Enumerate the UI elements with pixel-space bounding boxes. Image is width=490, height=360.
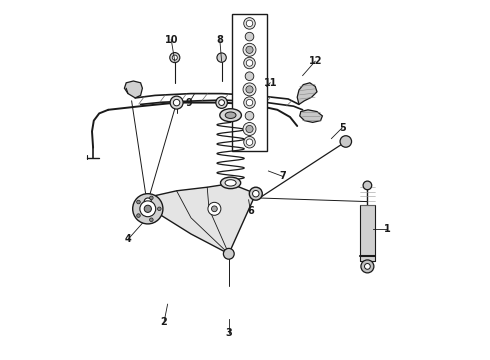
- Text: 8: 8: [217, 35, 223, 45]
- Circle shape: [246, 125, 253, 132]
- Circle shape: [249, 187, 262, 200]
- Circle shape: [363, 181, 372, 190]
- Polygon shape: [300, 110, 322, 122]
- Circle shape: [243, 122, 256, 135]
- Text: 4: 4: [124, 234, 131, 244]
- Circle shape: [149, 218, 153, 221]
- Ellipse shape: [225, 112, 236, 118]
- Circle shape: [245, 112, 254, 120]
- Text: 1: 1: [384, 224, 391, 234]
- Circle shape: [243, 83, 256, 96]
- Circle shape: [170, 53, 180, 63]
- Circle shape: [361, 260, 374, 273]
- Circle shape: [246, 20, 253, 27]
- Circle shape: [219, 100, 224, 105]
- Ellipse shape: [225, 180, 236, 186]
- Text: 5: 5: [339, 123, 345, 133]
- Text: 7: 7: [279, 171, 286, 181]
- Circle shape: [243, 43, 256, 56]
- Text: 3: 3: [225, 328, 232, 338]
- Circle shape: [244, 136, 255, 148]
- Circle shape: [246, 139, 253, 145]
- Circle shape: [245, 32, 254, 41]
- Polygon shape: [148, 184, 256, 254]
- Circle shape: [157, 207, 161, 211]
- Circle shape: [137, 200, 140, 204]
- Circle shape: [144, 205, 151, 212]
- Circle shape: [140, 201, 156, 217]
- Circle shape: [244, 57, 255, 69]
- Circle shape: [217, 53, 226, 62]
- Circle shape: [141, 194, 155, 209]
- Circle shape: [252, 190, 259, 197]
- Circle shape: [246, 60, 253, 66]
- Circle shape: [365, 264, 370, 269]
- Circle shape: [133, 194, 163, 224]
- Text: 12: 12: [308, 56, 322, 66]
- Text: 2: 2: [161, 317, 168, 327]
- Polygon shape: [124, 81, 143, 98]
- Circle shape: [212, 206, 217, 212]
- Circle shape: [208, 202, 221, 215]
- Circle shape: [245, 72, 254, 81]
- Text: 9: 9: [186, 98, 193, 108]
- Circle shape: [244, 97, 255, 108]
- Circle shape: [246, 46, 253, 53]
- Circle shape: [223, 248, 234, 259]
- Circle shape: [172, 55, 177, 60]
- Circle shape: [340, 136, 351, 147]
- Circle shape: [173, 99, 180, 106]
- Ellipse shape: [220, 109, 242, 122]
- Ellipse shape: [220, 177, 241, 189]
- Circle shape: [137, 214, 140, 217]
- Polygon shape: [297, 83, 317, 104]
- Bar: [232, 14, 267, 151]
- Circle shape: [216, 97, 227, 108]
- Text: 11: 11: [264, 78, 277, 88]
- Circle shape: [246, 86, 253, 93]
- Circle shape: [144, 198, 151, 205]
- Circle shape: [244, 18, 255, 29]
- Text: 6: 6: [247, 206, 254, 216]
- Circle shape: [149, 196, 153, 200]
- Circle shape: [170, 96, 183, 109]
- Circle shape: [246, 99, 253, 106]
- Text: 10: 10: [165, 35, 178, 45]
